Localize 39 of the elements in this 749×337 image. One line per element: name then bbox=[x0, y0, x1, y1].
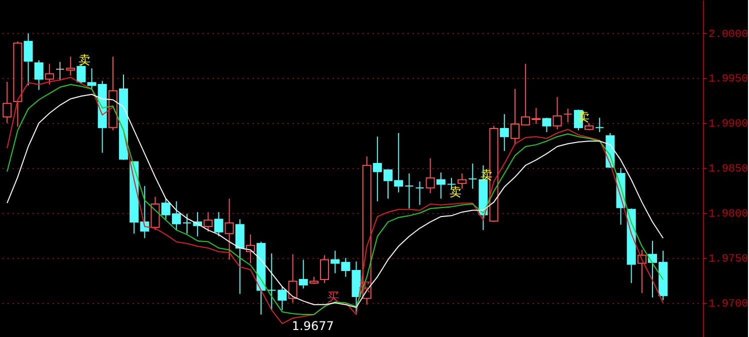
candlestick bbox=[500, 114, 509, 152]
candlestick bbox=[2, 81, 12, 124]
annotation: 1.9677 bbox=[292, 319, 334, 333]
y-tick-label: 1.9800 bbox=[708, 208, 748, 220]
candlestick bbox=[426, 158, 435, 194]
candlestick bbox=[224, 198, 234, 260]
candlestick bbox=[235, 218, 244, 294]
candlestick bbox=[542, 117, 552, 133]
y-tick-label: 1.9950 bbox=[708, 74, 748, 86]
candlestick bbox=[204, 212, 213, 232]
candlestick bbox=[66, 56, 76, 76]
candlestick bbox=[436, 172, 446, 200]
candlestick bbox=[44, 63, 54, 85]
candlestick bbox=[214, 212, 224, 237]
candlestick bbox=[595, 117, 604, 133]
y-tick-label: 1.9750 bbox=[708, 253, 748, 266]
y-tick-label: 1.9900 bbox=[708, 118, 748, 131]
candlestick bbox=[404, 172, 414, 209]
candlestick bbox=[267, 252, 276, 311]
candlestick bbox=[552, 96, 562, 130]
candlestick bbox=[637, 249, 646, 294]
y-tick-label: 1.9850 bbox=[708, 164, 748, 176]
candlestick bbox=[150, 196, 160, 231]
candlestick bbox=[298, 259, 308, 289]
candlestick bbox=[468, 163, 478, 190]
y-tick-label: 1.9700 bbox=[708, 298, 748, 310]
annotation: 卖 bbox=[78, 53, 90, 67]
candlestick bbox=[563, 108, 572, 123]
candlestick bbox=[24, 32, 33, 86]
y-tick-label: 2.0000 bbox=[708, 28, 748, 41]
candlestick bbox=[415, 181, 424, 206]
annotation: 卖 bbox=[450, 185, 462, 199]
candlestick bbox=[320, 254, 330, 284]
candlestick bbox=[278, 286, 287, 311]
candlestick bbox=[288, 254, 298, 304]
candlestick bbox=[34, 60, 44, 90]
candlestick bbox=[56, 62, 65, 80]
candlestick bbox=[182, 213, 192, 234]
annotation: 买 bbox=[326, 290, 339, 304]
